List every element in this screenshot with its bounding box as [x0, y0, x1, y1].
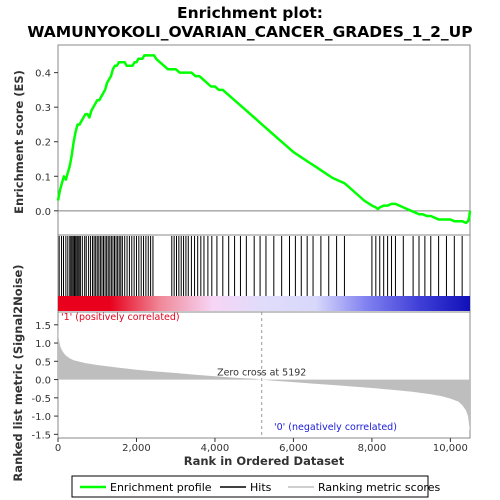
es-y-tick-label: 0.1 — [35, 172, 51, 183]
negative-label: '0' (negatively correlated) — [274, 422, 397, 433]
metric-x-axis-label: Rank in Ordered Dataset — [184, 454, 345, 468]
zero-cross-label: Zero cross at 5192 — [217, 368, 306, 379]
metric-x-tick-label: 4,000 — [201, 443, 230, 454]
metric-y-ticks: 1.5 1.0 0.5 0.0 -0.5 -1.0 -1.5 — [31, 321, 58, 442]
metric-x-tick-label: 2,000 — [122, 443, 151, 454]
metric-x-tick-label: 8,000 — [358, 443, 387, 454]
metric-y-tick-label: 1.5 — [35, 321, 51, 332]
es-y-tick-label: 0.3 — [35, 103, 51, 114]
metric-y-tick-label: -1.0 — [31, 412, 51, 423]
metric-y-tick-label: 0.0 — [35, 376, 51, 387]
es-y-tick-label: 0.4 — [35, 69, 51, 80]
es-y-tick-label: 0.0 — [35, 207, 51, 218]
metric-y-tick-label: -1.5 — [31, 430, 51, 441]
metric-y-axis-label: Ranked list metric (Signal2Noise) — [11, 264, 25, 481]
metric-y-tick-label: 1.0 — [35, 339, 51, 350]
metric-x-tick-label: 0 — [55, 443, 61, 454]
metric-x-tick-label: 6,000 — [279, 443, 308, 454]
chart-title-line1: Enrichment plot: — [177, 4, 323, 22]
legend-label: Hits — [250, 481, 272, 494]
es-y-tick-label: 0.2 — [35, 138, 51, 149]
rank-color-bar — [58, 296, 470, 311]
legend-label: Enrichment profile — [110, 481, 212, 494]
metric-y-tick-label: 0.5 — [35, 357, 51, 368]
es-panel-frame — [58, 45, 470, 235]
es-y-ticks: 0.0 0.1 0.2 0.3 0.4 — [35, 69, 58, 218]
metric-x-ticks: 0 2,000 4,000 6,000 8,000 10,000 — [55, 438, 468, 454]
es-y-axis-label: Enrichment score (ES) — [12, 70, 26, 214]
legend-label: Ranking metric scores — [318, 481, 440, 494]
metric-y-tick-label: -0.5 — [31, 394, 51, 405]
positive-label: '1' (positively correlated) — [61, 312, 180, 323]
chart-title-line2: WAMUNYOKOLI_OVARIAN_CANCER_GRADES_1_2_UP — [27, 23, 472, 41]
legend: Enrichment profile Hits Ranking metric sco… — [80, 481, 440, 494]
metric-x-tick-label: 10,000 — [433, 443, 468, 454]
